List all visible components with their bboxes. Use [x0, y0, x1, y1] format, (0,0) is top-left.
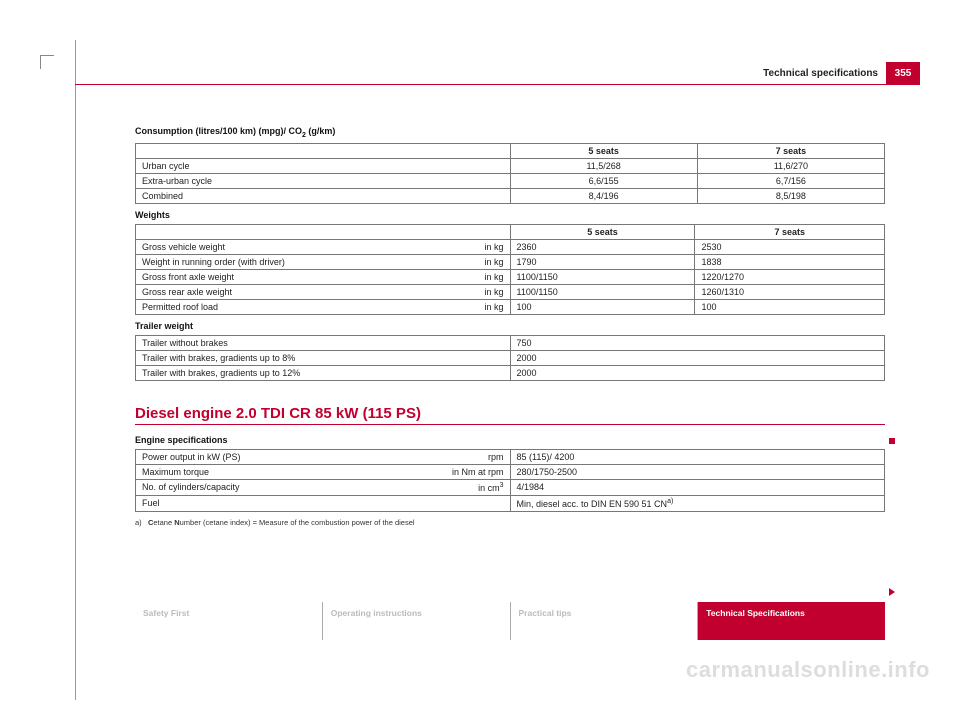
- cell-value: 750: [510, 335, 885, 350]
- footer-tabs: Safety First Operating instructions Prac…: [135, 602, 885, 640]
- cell-value: 280/1750-2500: [510, 464, 885, 479]
- cell-value: 6,6/155: [510, 173, 697, 188]
- footnote-mark: a): [135, 518, 142, 527]
- cell-label: Weight in running order (with driver)in …: [136, 254, 511, 269]
- cell-value: 1790: [510, 254, 695, 269]
- cell-value: 11,5/268: [510, 158, 697, 173]
- watermark: carmanualsonline.info: [686, 657, 930, 683]
- page-number: 355: [886, 62, 920, 84]
- tab-technical-specifications[interactable]: Technical Specifications: [697, 602, 885, 640]
- cell-label: Power output in kW (PS)rpm: [136, 449, 511, 464]
- cell-value: 6,7/156: [697, 173, 884, 188]
- consumption-table: 5 seats 7 seats Urban cycle11,5/26811,6/…: [135, 143, 885, 204]
- cell-value: 1838: [695, 254, 885, 269]
- cell-value: 2360: [510, 239, 695, 254]
- table-header-7seats: 7 seats: [695, 224, 885, 239]
- consumption-title-suffix: (g/km): [306, 126, 336, 136]
- cell-value: Min, diesel acc. to DIN EN 590 51 CNa): [510, 495, 885, 511]
- table-header-empty: [136, 143, 511, 158]
- engine-heading: Diesel engine 2.0 TDI CR 85 kW (115 PS): [135, 405, 885, 422]
- weights-table: 5 seats 7 seats Gross vehicle weightin k…: [135, 224, 885, 315]
- cell-value: 1100/1150: [510, 284, 695, 299]
- cell-value: 2530: [695, 239, 885, 254]
- cell-label: No. of cylinders/capacityin cm3: [136, 479, 511, 495]
- cell-value: 2000: [510, 350, 885, 365]
- tab-practical-tips[interactable]: Practical tips: [510, 602, 698, 640]
- cell-label: Trailer with brakes, gradients up to 8%: [136, 350, 511, 365]
- cell-value: 8,4/196: [510, 188, 697, 203]
- table-header-5seats: 5 seats: [510, 224, 695, 239]
- table-row: Maximum torquein Nm at rpm280/1750-2500: [136, 464, 885, 479]
- cell-value: 11,6/270: [697, 158, 884, 173]
- table-row: No. of cylinders/capacityin cm34/1984: [136, 479, 885, 495]
- table-row: Extra-urban cycle6,6/1556,7/156: [136, 173, 885, 188]
- cell-label: Maximum torquein Nm at rpm: [136, 464, 511, 479]
- table-row: Trailer with brakes, gradients up to 8%2…: [136, 350, 885, 365]
- table-row: Combined8,4/1968,5/198: [136, 188, 885, 203]
- left-margin-rule: [75, 40, 76, 700]
- cell-value: 85 (115)/ 4200: [510, 449, 885, 464]
- cell-value: 1100/1150: [510, 269, 695, 284]
- table-row: Urban cycle11,5/26811,6/270: [136, 158, 885, 173]
- table-row: Gross rear axle weightin kg1100/11501260…: [136, 284, 885, 299]
- consumption-title: Consumption (litres/100 km) (mpg)/ CO2 (…: [135, 126, 885, 139]
- tab-label: Safety First: [143, 608, 189, 618]
- tab-label: Technical Specifications: [706, 608, 805, 618]
- cell-value: 8,5/198: [697, 188, 884, 203]
- table-header-empty: [136, 224, 511, 239]
- table-row: Weight in running order (with driver)in …: [136, 254, 885, 269]
- cell-label: Gross rear axle weightin kg: [136, 284, 511, 299]
- content-area: Consumption (litres/100 km) (mpg)/ CO2 (…: [135, 120, 885, 527]
- table-row: Gross front axle weightin kg1100/1150122…: [136, 269, 885, 284]
- cell-label: Permitted roof loadin kg: [136, 299, 511, 314]
- crop-mark: [40, 55, 54, 69]
- continue-marker-icon: [889, 588, 895, 596]
- footnote-text: etane Number (cetane index) = Measure of…: [153, 518, 414, 527]
- table-header-7seats: 7 seats: [697, 143, 884, 158]
- section-end-marker-icon: [889, 438, 895, 444]
- cell-label: Fuel: [136, 495, 511, 511]
- table-row: Gross vehicle weightin kg23602530: [136, 239, 885, 254]
- tab-label: Operating instructions: [331, 608, 422, 618]
- cell-label: Gross vehicle weightin kg: [136, 239, 511, 254]
- cell-value: 1260/1310: [695, 284, 885, 299]
- cell-value: 1220/1270: [695, 269, 885, 284]
- cell-label: Urban cycle: [136, 158, 511, 173]
- cell-value: 4/1984: [510, 479, 885, 495]
- weights-title: Weights: [135, 210, 885, 220]
- table-header-5seats: 5 seats: [510, 143, 697, 158]
- cell-label: Trailer without brakes: [136, 335, 511, 350]
- trailer-title: Trailer weight: [135, 321, 885, 331]
- cell-label: Gross front axle weightin kg: [136, 269, 511, 284]
- footnote: a) Cetane Number (cetane index) = Measur…: [135, 518, 885, 527]
- trailer-table: Trailer without brakes750 Trailer with b…: [135, 335, 885, 381]
- table-row: Power output in kW (PS)rpm85 (115)/ 4200: [136, 449, 885, 464]
- header-rule: [75, 84, 920, 85]
- consumption-title-text: Consumption (litres/100 km) (mpg)/ CO: [135, 126, 302, 136]
- engine-spec-title: Engine specifications: [135, 435, 885, 445]
- page-header: Technical specifications 355: [75, 62, 920, 84]
- cell-value: 100: [695, 299, 885, 314]
- table-row: FuelMin, diesel acc. to DIN EN 590 51 CN…: [136, 495, 885, 511]
- table-row: Trailer with brakes, gradients up to 12%…: [136, 365, 885, 380]
- engine-rule: [135, 424, 885, 425]
- tab-label: Practical tips: [519, 608, 572, 618]
- tab-operating-instructions[interactable]: Operating instructions: [322, 602, 510, 640]
- cell-label: Combined: [136, 188, 511, 203]
- page: Technical specifications 355 Consumption…: [20, 20, 940, 680]
- tab-safety-first[interactable]: Safety First: [135, 602, 322, 640]
- engine-spec-table: Power output in kW (PS)rpm85 (115)/ 4200…: [135, 449, 885, 512]
- header-section-title: Technical specifications: [763, 62, 886, 84]
- cell-value: 100: [510, 299, 695, 314]
- cell-value: 2000: [510, 365, 885, 380]
- table-row: Trailer without brakes750: [136, 335, 885, 350]
- cell-label: Extra-urban cycle: [136, 173, 511, 188]
- table-row: Permitted roof loadin kg100100: [136, 299, 885, 314]
- cell-label: Trailer with brakes, gradients up to 12%: [136, 365, 511, 380]
